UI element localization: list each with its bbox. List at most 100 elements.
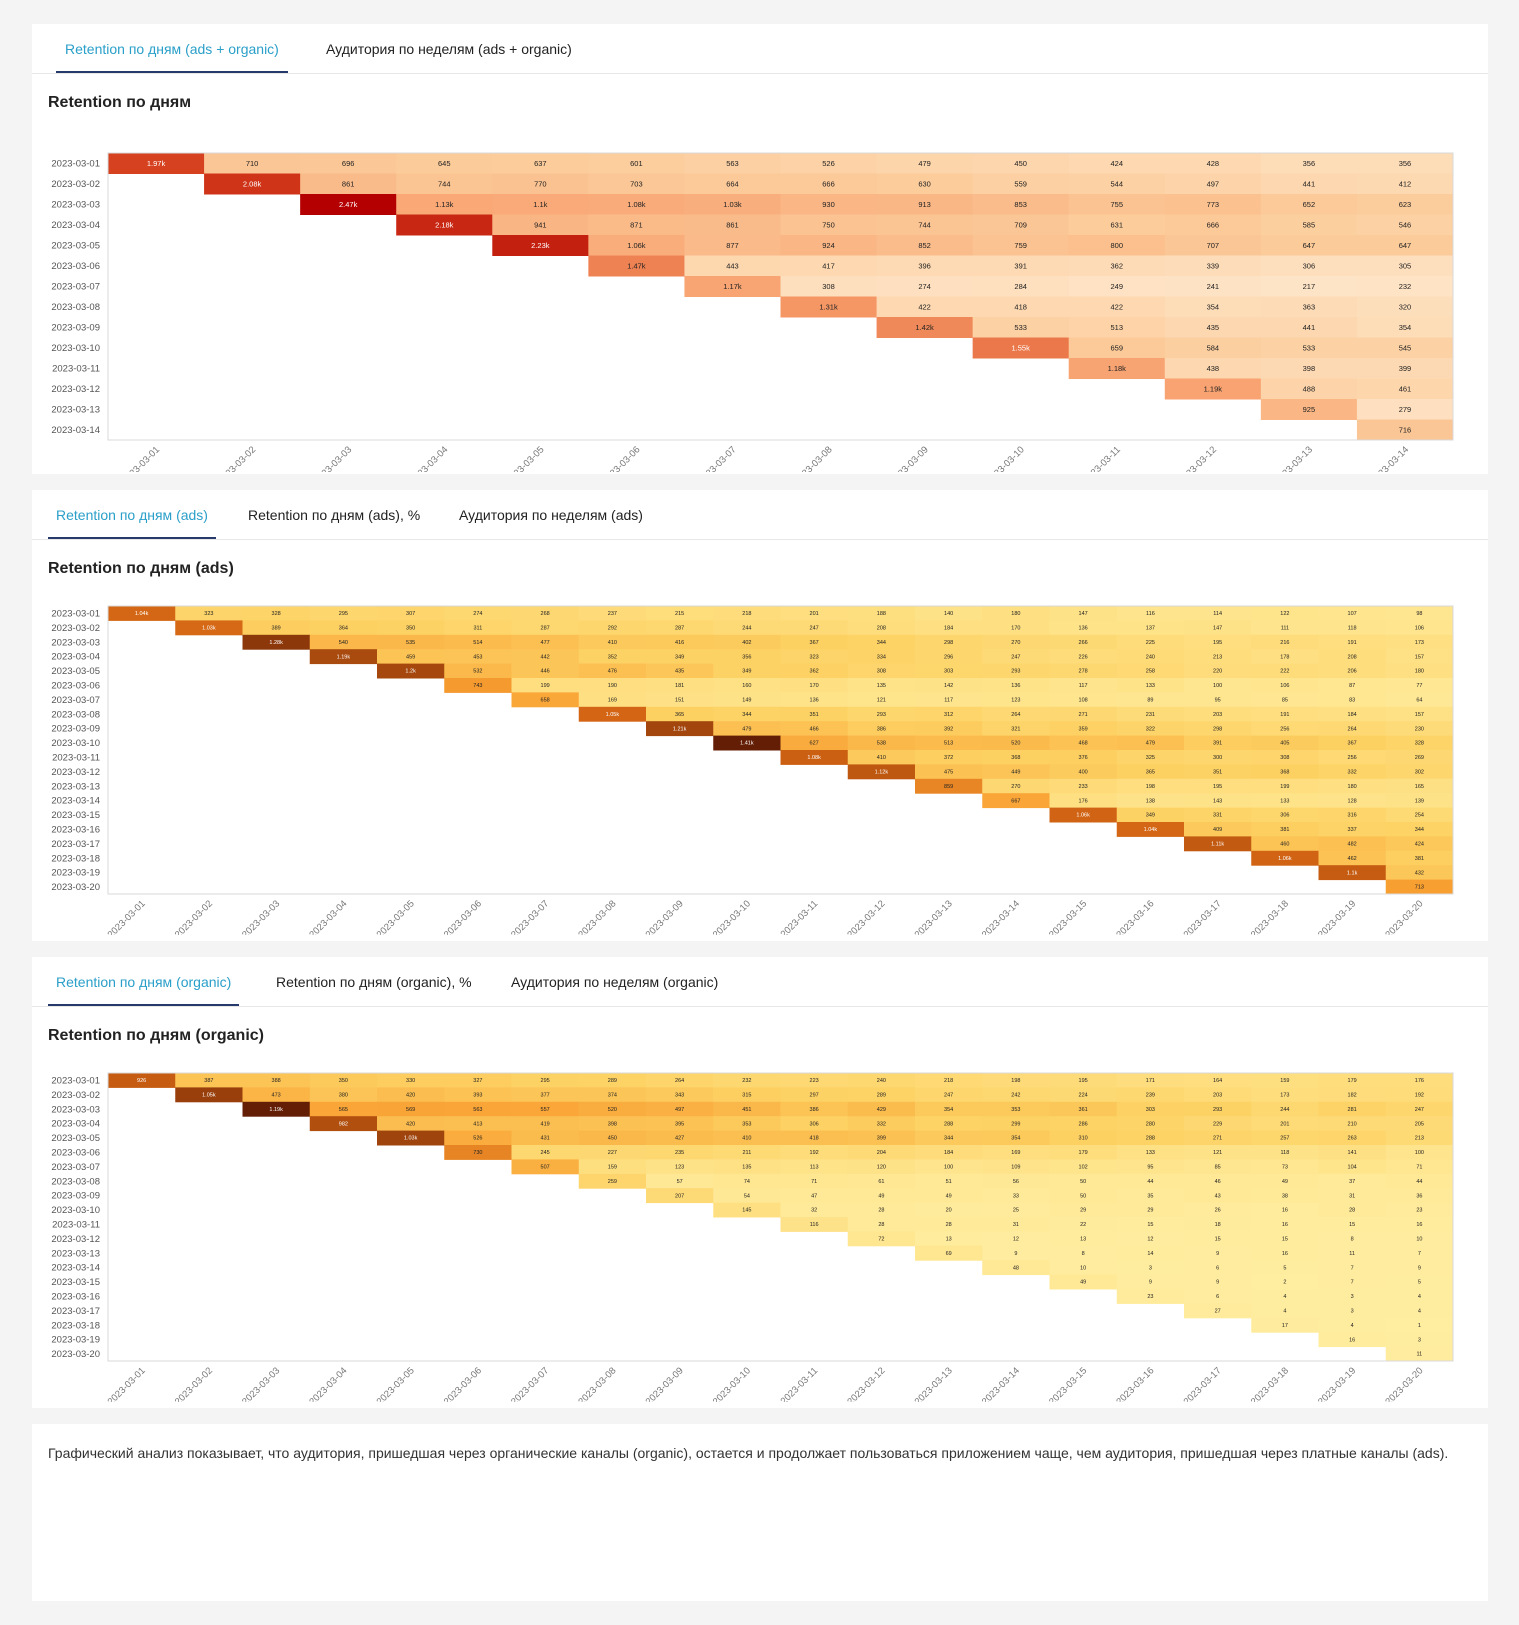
heatmap-cell	[1164, 296, 1262, 318]
heatmap-cell	[982, 1073, 1050, 1088]
heatmap-cell	[1184, 750, 1252, 765]
heatmap-cell	[242, 606, 311, 621]
cell-value-label: 213	[1213, 654, 1222, 660]
cell-value-label: 264	[1348, 726, 1357, 732]
heatmap-cell	[309, 649, 378, 665]
tab-retention-ads-percent[interactable]: Retention по дням (ads), %	[248, 507, 421, 523]
heatmap-cell	[1116, 822, 1185, 837]
cell-value-label: 4	[1418, 1309, 1421, 1315]
cell-value-label: 49	[1080, 1280, 1086, 1286]
cell-value-label: 449	[1011, 770, 1020, 776]
heatmap-cell	[377, 620, 445, 636]
heatmap-cell	[1116, 721, 1185, 737]
heatmap-cell	[713, 1101, 781, 1117]
tab-retention-all[interactable]: Retention по дням (ads + organic)	[56, 24, 288, 73]
cell-value-label: 23	[1147, 1294, 1153, 1300]
column-label: 2023-03-01	[106, 1365, 148, 1402]
heatmap-cell	[713, 1145, 781, 1160]
cell-value-label: 479	[742, 726, 751, 732]
row-label: 2023-03-03	[51, 1104, 100, 1115]
heatmap-cell	[780, 735, 849, 751]
heatmap-cell	[972, 276, 1070, 297]
heatmap-cell	[684, 153, 781, 174]
cell-value-label: 128	[1348, 798, 1357, 804]
cell-value-label: 320	[1399, 302, 1412, 311]
heatmap-cell	[1260, 276, 1358, 297]
cell-value-label: 288	[944, 1121, 953, 1127]
tab-audience-weekly-all[interactable]: Аудитория по неделям (ads + organic)	[326, 41, 572, 57]
cell-value-label: 350	[339, 1078, 348, 1084]
cell-value-label: 1.28k	[269, 640, 283, 646]
heatmap-cell	[876, 173, 974, 195]
heatmap-cell	[1049, 1073, 1118, 1088]
cell-value-label: 292	[608, 626, 617, 632]
heatmap-cell	[444, 1130, 512, 1146]
tab-retention-ads[interactable]: Retention по дням (ads)	[48, 490, 216, 539]
heatmap-cell	[588, 194, 685, 215]
heatmap-cell	[847, 620, 916, 636]
cell-value-label: 95	[1147, 1165, 1153, 1171]
row-label: 2023-03-02	[51, 179, 100, 190]
heatmap-cell	[1116, 1231, 1185, 1247]
cell-value-label: 386	[810, 1107, 819, 1113]
heatmap-cell	[444, 1073, 512, 1088]
heatmap-cell	[444, 649, 512, 665]
cell-value-label: 46	[1215, 1179, 1221, 1185]
column-label: 2023-03-01	[106, 898, 148, 935]
cell-value-label: 123	[1011, 698, 1020, 704]
heatmap-cell	[578, 1101, 647, 1117]
heatmap-cell	[646, 1073, 714, 1088]
heatmap-cell	[108, 606, 176, 621]
heatmap-cell	[1385, 879, 1454, 895]
cell-value-label: 424	[1110, 159, 1123, 168]
cell-value-label: 429	[877, 1107, 886, 1113]
row-label: 2023-03-10	[51, 738, 100, 749]
cell-value-label: 365	[675, 712, 684, 718]
heatmap-cell	[780, 296, 878, 318]
heatmap-cell	[1068, 153, 1166, 174]
cell-value-label: 356	[1303, 159, 1316, 168]
heatmap-cell	[1251, 1260, 1319, 1276]
cell-value-label: 270	[1011, 784, 1020, 790]
tab-audience-weekly-ads[interactable]: Аудитория по неделям (ads)	[459, 507, 643, 523]
cell-value-label: 392	[944, 726, 953, 732]
cell-value-label: 4	[1283, 1309, 1286, 1315]
cell-value-label: 344	[1415, 827, 1424, 833]
heatmap-cell	[1184, 836, 1252, 852]
heatmap-cell	[578, 1087, 647, 1103]
heatmap-cell	[972, 214, 1070, 236]
cell-value-label: 441	[1303, 179, 1316, 188]
cell-value-label: 173	[1280, 1093, 1289, 1099]
heatmap-cell	[511, 678, 580, 693]
cell-value-label: 48	[1013, 1265, 1019, 1271]
cell-value-label: 402	[742, 640, 751, 646]
heatmap-cell	[1164, 235, 1262, 256]
heatmap-cell	[1385, 836, 1454, 852]
cell-value-label: 256	[1280, 726, 1289, 732]
row-labels: 2023-03-01 2023-03-02 2023-03-03 2023-03-04…	[51, 609, 100, 894]
cell-value-label: 223	[810, 1078, 819, 1084]
cell-value-label: 269	[1415, 755, 1424, 761]
cell-value-label: 344	[877, 640, 886, 646]
heatmap-cell	[780, 255, 878, 277]
heatmap-cell	[780, 721, 849, 737]
cell-value-label: 334	[877, 654, 886, 660]
cell-value-label: 339	[1207, 261, 1220, 270]
tab-audience-weekly-organic[interactable]: Аудитория по неделям (organic)	[511, 974, 719, 990]
heatmap-cell	[646, 634, 714, 650]
cell-value-label: 3	[1149, 1265, 1152, 1271]
cell-value-label: 353	[742, 1121, 751, 1127]
cell-value-label: 271	[1079, 712, 1088, 718]
heatmap-cell	[1251, 836, 1319, 852]
cell-value-label: 535	[406, 640, 415, 646]
cell-value-label: 381	[1415, 856, 1424, 862]
heatmap-cell	[1318, 1260, 1387, 1276]
cell-value-label: 416	[675, 640, 684, 646]
tab-retention-organic[interactable]: Retention по дням (organic)	[48, 957, 240, 1006]
heatmap-cell	[780, 214, 878, 236]
cell-value-label: 118	[1348, 626, 1357, 632]
heatmap-cell	[588, 173, 685, 195]
cell-value-label: 377	[541, 1093, 550, 1099]
tab-retention-organic-percent[interactable]: Retention по дням (organic), %	[276, 974, 472, 990]
heatmap-cell	[1116, 764, 1185, 780]
